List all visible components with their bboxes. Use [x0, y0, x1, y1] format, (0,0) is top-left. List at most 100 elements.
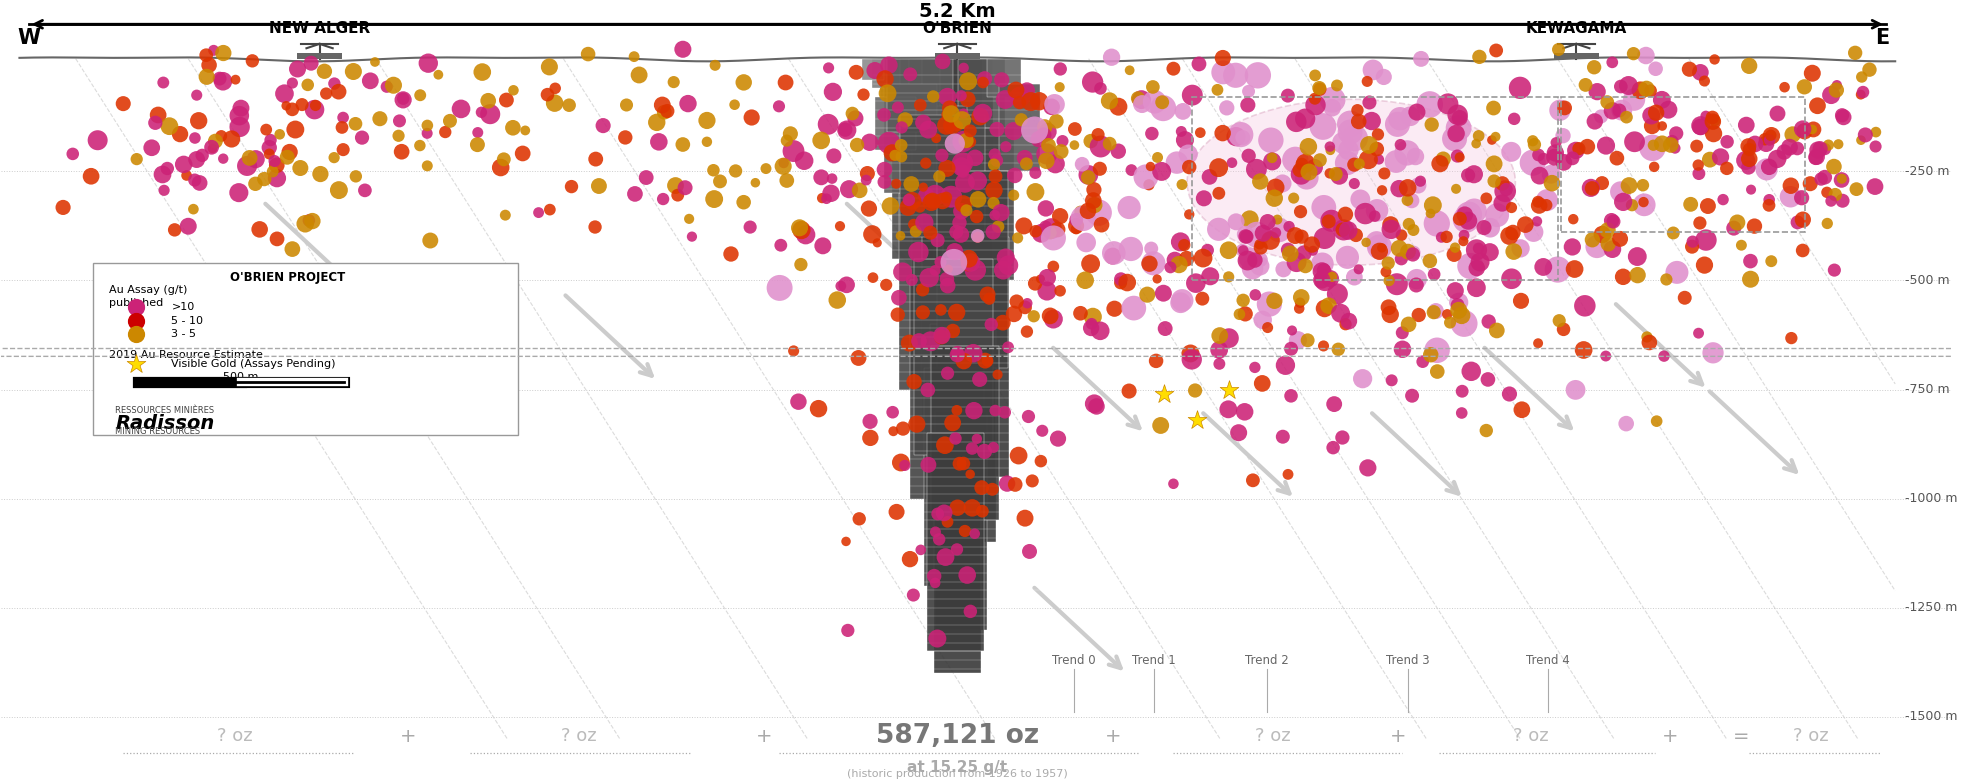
- Point: [120, 358, 152, 370]
- Point: [1364, 245, 1395, 258]
- Point: [1407, 355, 1439, 368]
- Point: [1220, 215, 1252, 228]
- Point: [1572, 140, 1604, 153]
- Point: [1206, 52, 1238, 64]
- Point: [1364, 240, 1395, 253]
- Point: [1498, 245, 1529, 258]
- Point: [1478, 102, 1509, 114]
- Point: [931, 108, 962, 121]
- Point: [1289, 260, 1321, 272]
- Point: [1086, 218, 1118, 231]
- Point: [958, 528, 990, 540]
- Point: [830, 535, 862, 547]
- Point: [327, 143, 358, 156]
- Point: [1212, 244, 1244, 257]
- Point: [750, 162, 781, 175]
- Point: [1195, 171, 1226, 183]
- Point: [1035, 309, 1067, 322]
- Point: [583, 180, 614, 193]
- Point: [929, 550, 960, 563]
- Point: [1480, 44, 1511, 56]
- Text: -750 m: -750 m: [1905, 383, 1948, 396]
- Point: [1116, 243, 1147, 255]
- Point: [1506, 242, 1537, 254]
- Point: [1596, 56, 1628, 69]
- Point: [1033, 139, 1065, 152]
- Point: [1368, 70, 1399, 83]
- Point: [1078, 398, 1110, 410]
- Point: [1740, 138, 1771, 150]
- Point: [954, 256, 986, 269]
- Point: [1023, 95, 1055, 107]
- Point: [555, 180, 586, 193]
- Point: [1071, 236, 1102, 249]
- Point: [1019, 167, 1051, 179]
- Point: [1801, 150, 1832, 163]
- Point: [1126, 98, 1157, 110]
- Point: [978, 209, 1010, 222]
- Point: [1136, 161, 1167, 173]
- Point: [148, 168, 179, 181]
- Point: [183, 177, 215, 189]
- Point: [764, 100, 795, 113]
- Point: [880, 149, 911, 161]
- Point: [980, 170, 1012, 182]
- Point: [1228, 406, 1260, 418]
- Point: [966, 505, 998, 518]
- Point: [1084, 82, 1116, 95]
- Point: [167, 158, 199, 171]
- Point: [1252, 321, 1283, 334]
- Point: [978, 441, 1010, 453]
- Bar: [1555, 53, 1598, 59]
- Point: [1315, 144, 1346, 157]
- Point: [1134, 258, 1165, 270]
- Point: [1675, 198, 1706, 211]
- Point: [1167, 294, 1199, 307]
- Point: [1228, 294, 1260, 307]
- Point: [870, 73, 901, 85]
- Text: Trend 1: Trend 1: [1132, 654, 1177, 666]
- Point: [651, 105, 683, 117]
- Point: [1354, 96, 1385, 109]
- Point: [1350, 236, 1382, 249]
- Point: [1313, 299, 1344, 312]
- Point: [1397, 248, 1429, 261]
- Point: [193, 59, 224, 71]
- Point: [1384, 242, 1415, 254]
- Point: [917, 90, 949, 103]
- Point: [933, 263, 964, 276]
- Point: [1543, 43, 1574, 56]
- Point: [1012, 84, 1043, 96]
- Point: [1315, 140, 1346, 153]
- Point: [1596, 105, 1628, 117]
- Point: [895, 68, 927, 81]
- Point: [960, 264, 992, 276]
- Point: [1385, 253, 1417, 265]
- Point: [1000, 169, 1031, 182]
- Point: [1840, 46, 1872, 59]
- Point: [1582, 85, 1614, 98]
- Point: [897, 218, 929, 231]
- Point: [618, 50, 649, 63]
- Point: [1661, 127, 1692, 139]
- Point: [1635, 110, 1667, 122]
- Point: [947, 114, 978, 126]
- Text: >10: >10: [171, 302, 195, 312]
- Point: [179, 174, 211, 186]
- Point: [919, 576, 951, 589]
- Point: [1307, 258, 1338, 270]
- Point: [956, 502, 988, 514]
- Point: [803, 402, 834, 415]
- Point: [1417, 199, 1448, 211]
- Point: [968, 446, 1000, 458]
- Point: [445, 103, 476, 115]
- Point: [258, 155, 289, 168]
- Point: [840, 112, 872, 124]
- Point: [919, 570, 951, 583]
- Point: [272, 151, 303, 164]
- Bar: [998, 84, 1039, 171]
- Point: [1403, 179, 1435, 192]
- Point: [1549, 102, 1580, 114]
- Point: [1149, 323, 1181, 335]
- Point: [1622, 269, 1653, 281]
